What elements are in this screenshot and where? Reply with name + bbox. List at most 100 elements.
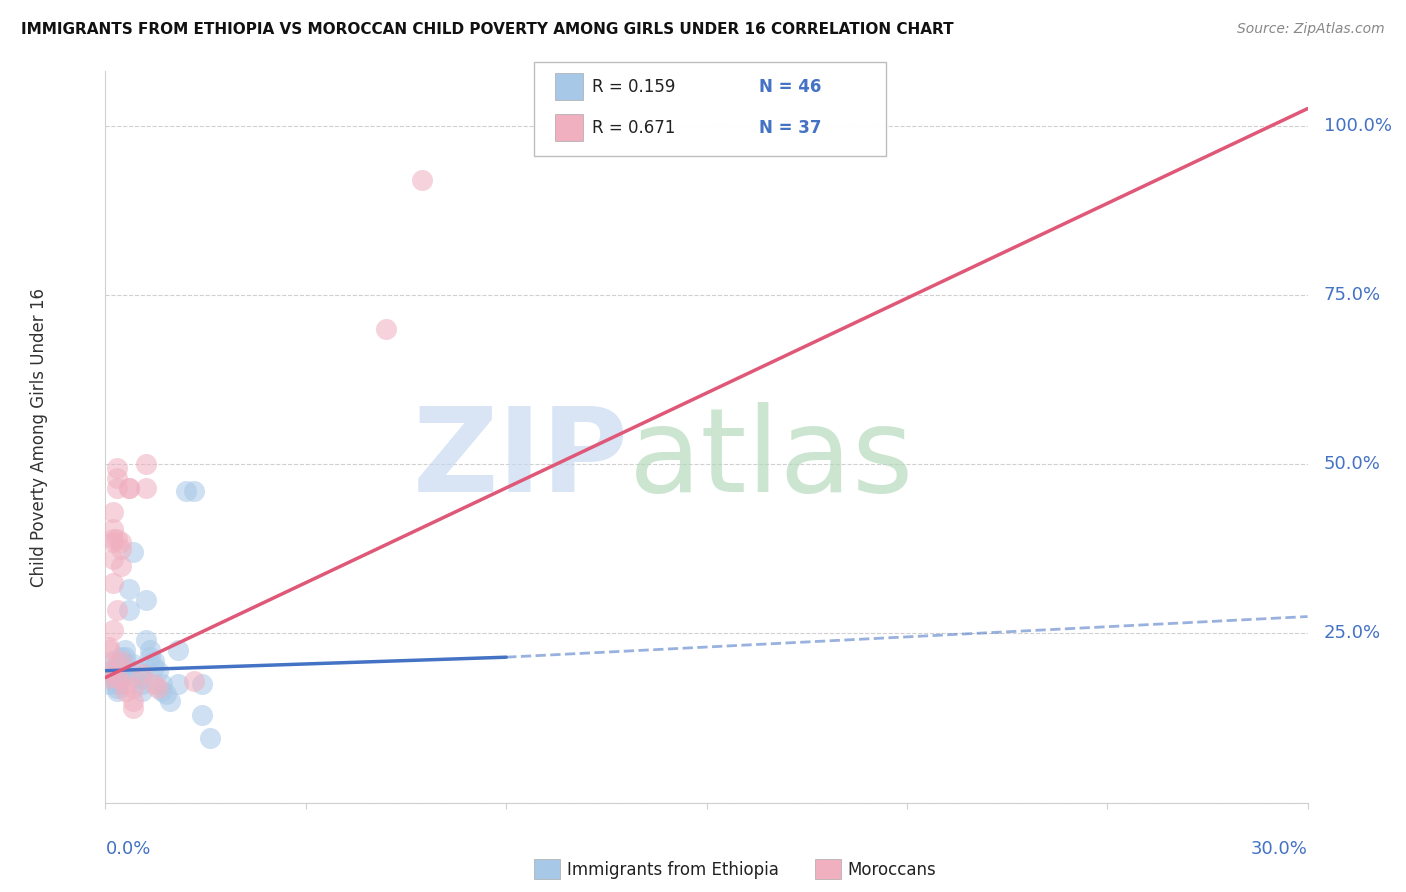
Point bbox=[159, 694, 181, 708]
Point bbox=[98, 671, 121, 685]
Point bbox=[107, 603, 129, 617]
Point bbox=[142, 660, 165, 674]
Point bbox=[107, 657, 129, 671]
Point bbox=[138, 650, 160, 665]
Text: atlas: atlas bbox=[628, 401, 914, 516]
Point bbox=[122, 545, 145, 559]
Point bbox=[166, 643, 188, 657]
Point bbox=[146, 681, 169, 695]
Point bbox=[110, 677, 132, 691]
Text: 0.0%: 0.0% bbox=[105, 840, 150, 858]
Point bbox=[103, 623, 125, 637]
Point bbox=[98, 643, 121, 657]
Text: Child Poverty Among Girls Under 16: Child Poverty Among Girls Under 16 bbox=[31, 287, 48, 587]
Point bbox=[110, 671, 132, 685]
Point bbox=[110, 650, 132, 665]
Point bbox=[118, 603, 141, 617]
Text: ZIP: ZIP bbox=[412, 401, 628, 516]
Point bbox=[190, 677, 212, 691]
Point bbox=[198, 731, 221, 746]
Point bbox=[103, 552, 125, 566]
Point bbox=[118, 582, 141, 597]
Point bbox=[114, 650, 136, 665]
Point bbox=[107, 681, 129, 695]
Point bbox=[411, 172, 433, 186]
Point bbox=[374, 322, 398, 336]
Point bbox=[142, 677, 165, 691]
Point bbox=[107, 481, 129, 495]
Point bbox=[131, 684, 153, 698]
Point bbox=[122, 681, 145, 695]
Point bbox=[107, 671, 129, 685]
Text: 75.0%: 75.0% bbox=[1323, 285, 1381, 304]
Text: Immigrants from Ethiopia: Immigrants from Ethiopia bbox=[567, 861, 779, 879]
Point bbox=[98, 640, 121, 654]
Point bbox=[114, 657, 136, 671]
Point bbox=[135, 457, 157, 471]
Text: IMMIGRANTS FROM ETHIOPIA VS MOROCCAN CHILD POVERTY AMONG GIRLS UNDER 16 CORRELAT: IMMIGRANTS FROM ETHIOPIA VS MOROCCAN CHI… bbox=[21, 22, 953, 37]
Text: Source: ZipAtlas.com: Source: ZipAtlas.com bbox=[1237, 22, 1385, 37]
Point bbox=[190, 707, 212, 722]
Point bbox=[103, 521, 125, 535]
Point bbox=[107, 460, 129, 475]
Point bbox=[166, 677, 188, 691]
Point bbox=[118, 481, 141, 495]
Point bbox=[107, 671, 129, 685]
Point bbox=[98, 664, 121, 678]
Point bbox=[135, 592, 157, 607]
Text: R = 0.159: R = 0.159 bbox=[592, 78, 675, 95]
Point bbox=[114, 643, 136, 657]
Point bbox=[122, 657, 145, 671]
Point bbox=[142, 654, 165, 668]
Point bbox=[107, 677, 129, 691]
Point bbox=[103, 535, 125, 549]
Text: N = 46: N = 46 bbox=[759, 78, 821, 95]
Point bbox=[150, 677, 173, 691]
Point bbox=[122, 701, 145, 715]
Point bbox=[103, 575, 125, 590]
Point bbox=[110, 664, 132, 678]
Point bbox=[110, 654, 132, 668]
Point bbox=[103, 667, 125, 681]
Point bbox=[135, 633, 157, 648]
Point bbox=[98, 664, 121, 678]
Point bbox=[103, 532, 125, 546]
Point bbox=[146, 664, 169, 678]
Text: R = 0.671: R = 0.671 bbox=[592, 119, 675, 136]
Point bbox=[174, 484, 197, 499]
Point bbox=[150, 684, 173, 698]
Point bbox=[183, 484, 205, 499]
Point bbox=[127, 664, 149, 678]
Point bbox=[107, 471, 129, 485]
Point bbox=[155, 688, 177, 702]
Point bbox=[114, 684, 136, 698]
Text: 30.0%: 30.0% bbox=[1251, 840, 1308, 858]
Point bbox=[110, 541, 132, 556]
Point bbox=[98, 677, 121, 691]
Text: 100.0%: 100.0% bbox=[1323, 117, 1392, 135]
Point bbox=[114, 677, 136, 691]
Point bbox=[138, 643, 160, 657]
Point bbox=[135, 481, 157, 495]
Point bbox=[103, 671, 125, 685]
Point bbox=[110, 657, 132, 671]
Text: N = 37: N = 37 bbox=[759, 119, 821, 136]
Point bbox=[103, 654, 125, 668]
Text: Moroccans: Moroccans bbox=[848, 861, 936, 879]
Point bbox=[122, 694, 145, 708]
Point bbox=[114, 667, 136, 681]
Point bbox=[131, 677, 153, 691]
Text: 50.0%: 50.0% bbox=[1323, 455, 1381, 473]
Point bbox=[131, 671, 153, 685]
Text: 25.0%: 25.0% bbox=[1323, 624, 1381, 642]
Point bbox=[107, 532, 129, 546]
Point bbox=[110, 535, 132, 549]
Point bbox=[107, 660, 129, 674]
Point bbox=[183, 673, 205, 688]
Point bbox=[103, 505, 125, 519]
Point bbox=[118, 481, 141, 495]
Point bbox=[107, 684, 129, 698]
Point bbox=[110, 558, 132, 573]
Point bbox=[131, 667, 153, 681]
Point bbox=[107, 664, 129, 678]
